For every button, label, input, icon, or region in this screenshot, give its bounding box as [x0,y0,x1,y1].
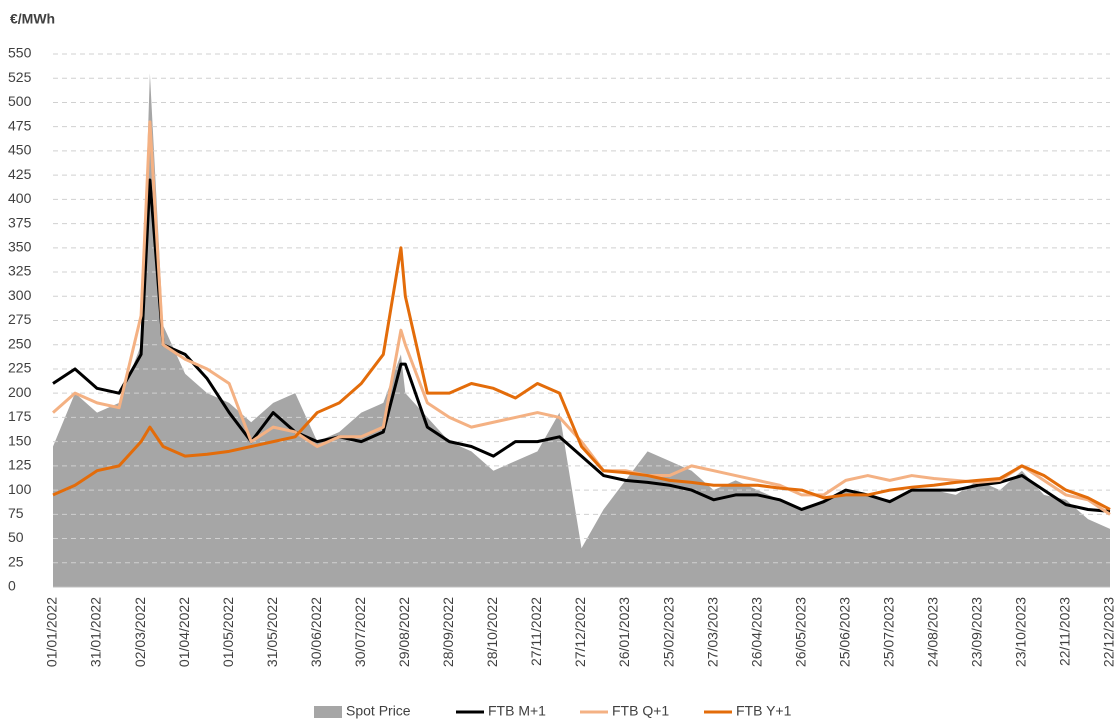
x-tick-label: 31/05/2022 [264,597,280,667]
line [52,120,1111,516]
x-tick-label: 02/03/2022 [132,597,148,667]
legend-label: FTB M+1 [488,703,546,719]
y-tick-label: 150 [8,432,32,448]
y-tick-label: 125 [8,457,32,473]
y-tick-label: 425 [8,166,32,182]
x-tick-label: 25/07/2023 [880,597,896,667]
legend-label: FTB Y+1 [736,703,792,719]
y-tick-label: 375 [8,214,32,230]
x-tick-label: 31/01/2022 [88,597,104,667]
y-tick-label: 350 [8,239,32,255]
x-tick-label: 26/05/2023 [792,597,808,667]
y-tick-label: 25 [8,553,24,569]
x-tick-label: 29/08/2022 [396,597,412,667]
x-tick-label: 24/08/2023 [925,597,941,667]
x-tick-label: 25/02/2023 [660,597,676,667]
y-tick-label: 250 [8,335,32,351]
y-axis-label: €/MWh [10,11,55,27]
x-tick-label: 22/11/2023 [1057,597,1073,666]
area [53,73,1110,587]
x-tick-label: 28/10/2022 [484,597,500,667]
y-tick-label: 525 [8,69,32,85]
x-tick-label: 23/10/2023 [1013,597,1029,667]
x-tick-label: 22/12/2023 [1101,597,1114,667]
y-tick-label: 100 [8,481,32,497]
y-tick-label: 0 [8,578,16,594]
x-tick-label: 26/04/2023 [748,597,764,667]
y-tick-label: 450 [8,142,32,158]
y-tick-label: 75 [8,505,24,521]
y-tick-label: 325 [8,263,32,279]
y-tick-label: 275 [8,311,32,327]
x-tick-label: 25/06/2023 [836,597,852,667]
line [52,178,1111,513]
y-tick-label: 500 [8,93,32,109]
x-tick-label: 01/01/2022 [44,597,60,667]
y-tick-label: 400 [8,190,32,206]
x-tick-label: 27/11/2022 [528,597,544,666]
x-tick-label: 26/01/2023 [616,597,632,667]
x-tick-label: 27/12/2022 [572,597,588,667]
x-tick-label: 30/06/2022 [308,597,324,667]
y-tick-label: 200 [8,384,32,400]
line [52,246,1111,511]
x-tick-label: 27/03/2023 [704,597,720,667]
legend-swatch [314,706,342,718]
x-tick-label: 30/07/2022 [352,597,368,667]
y-tick-label: 175 [8,408,32,424]
y-tick-label: 50 [8,529,24,545]
y-tick-label: 225 [8,360,32,376]
x-tick-label: 28/09/2022 [440,597,456,667]
x-tick-label: 23/09/2023 [969,597,985,667]
x-tick-label: 01/04/2022 [176,597,192,667]
legend-label: Spot Price [346,703,411,719]
x-tick-label: 01/05/2022 [220,597,236,667]
legend-label: FTB Q+1 [612,703,669,719]
y-tick-label: 550 [8,45,32,61]
y-tick-label: 475 [8,117,32,133]
y-tick-label: 300 [8,287,32,303]
